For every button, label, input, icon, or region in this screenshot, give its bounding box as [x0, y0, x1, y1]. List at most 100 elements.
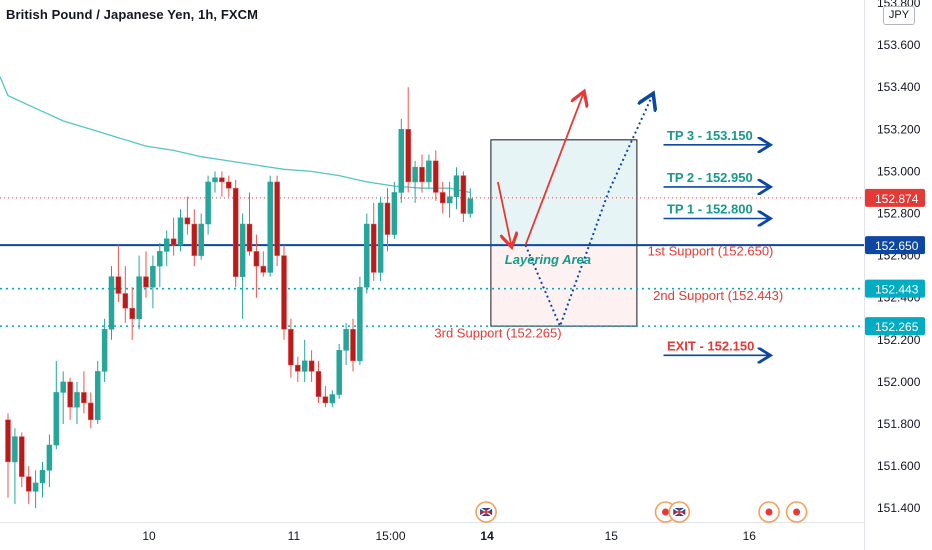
y-tick-label: 152.200	[877, 333, 921, 347]
tp2-label: TP 2 - 152.950	[667, 170, 753, 185]
candle-body	[74, 392, 80, 408]
risk-zone	[490, 244, 638, 327]
candle-body	[115, 276, 122, 294]
y-tick-label: 152.000	[877, 375, 921, 389]
event-dot	[765, 508, 773, 516]
candle-body	[88, 402, 94, 421]
event-dot	[662, 508, 669, 516]
candle-body	[398, 129, 405, 193]
candle-body	[315, 371, 322, 397]
y-tick-label: 152.800	[877, 207, 921, 221]
candle-body	[94, 371, 101, 421]
candle-body	[25, 476, 32, 492]
candle-body	[343, 329, 349, 351]
currency-button[interactable]: JPY	[883, 6, 915, 25]
candle-body	[163, 238, 170, 252]
candle-body	[439, 192, 446, 204]
candle-body	[370, 223, 377, 273]
entry-arrow	[497, 181, 512, 247]
candle-body	[267, 181, 273, 273]
y-tick-label: 153.800	[877, 0, 921, 10]
candle-body	[53, 392, 60, 446]
chart-title: British Pound / Japanese Yen, 1h, FXCM	[6, 7, 259, 22]
candle-body	[198, 223, 204, 256]
y-tick-label: 153.000	[877, 164, 921, 178]
support-1-label: 1st Support (152.650)	[648, 244, 774, 259]
candle-body	[46, 444, 53, 471]
price-badge	[865, 279, 925, 298]
candle-body	[232, 187, 239, 277]
candle-body	[143, 276, 149, 288]
candle-body	[184, 217, 191, 225]
candle-body	[12, 436, 18, 463]
support-3-label: 3rd Support (152.265)	[434, 326, 561, 341]
candle-body	[357, 286, 363, 362]
candle-body	[329, 394, 336, 404]
event-dot	[793, 508, 801, 516]
candle-body	[260, 265, 267, 273]
candle-body	[350, 329, 356, 362]
candle-body	[212, 177, 218, 183]
x-tick-label: 15	[605, 529, 619, 543]
candle-body	[322, 396, 329, 404]
candle-body	[219, 177, 225, 183]
candle-body	[253, 251, 260, 267]
price-badge-label: 152.874	[875, 192, 919, 206]
candle-body	[426, 160, 432, 183]
candle-body	[460, 175, 467, 214]
candle-body	[60, 381, 66, 393]
candle-body	[453, 175, 460, 197]
candle-body	[129, 307, 135, 320]
candle-body	[5, 419, 11, 463]
candle-body	[205, 181, 211, 225]
candle-body	[377, 202, 384, 273]
price-badge	[865, 236, 925, 255]
price-badge	[865, 188, 925, 207]
candle-body	[419, 166, 425, 183]
y-tick-label: 153.400	[877, 80, 921, 94]
candle-body	[67, 381, 73, 408]
price-axis	[864, 0, 932, 550]
candle-body	[301, 360, 308, 372]
candle-body	[467, 198, 474, 214]
candle-body	[19, 436, 25, 477]
price-badge-label: 152.265	[875, 320, 919, 334]
target-arrow	[524, 91, 585, 246]
candle-body	[308, 360, 315, 372]
x-tick-label: 16	[743, 529, 757, 543]
tp1-label: TP 1 - 152.800	[667, 202, 753, 217]
candle-body	[150, 265, 156, 288]
candle-body	[191, 223, 198, 256]
candle-body	[81, 392, 87, 404]
candle-body	[412, 166, 418, 183]
price-badge-label: 152.443	[875, 283, 919, 297]
candle-body	[336, 350, 342, 395]
candle-body	[239, 223, 246, 277]
y-tick-label: 151.600	[877, 459, 921, 473]
candle-body	[274, 181, 280, 256]
candle-body	[446, 196, 453, 204]
candle-body	[364, 223, 370, 288]
candle-body	[122, 293, 129, 309]
exit-label: EXIT - 152.150	[667, 338, 754, 353]
candle-body	[101, 329, 108, 372]
tp3-label: TP 3 - 153.150	[667, 128, 753, 143]
candle-body	[170, 238, 177, 246]
candle-body	[405, 129, 411, 183]
y-tick-label: 151.400	[877, 501, 921, 515]
x-tick-label: 15:00	[375, 529, 405, 543]
y-tick-label: 151.800	[877, 417, 921, 431]
candle-body	[391, 192, 398, 235]
candle-body	[108, 276, 115, 330]
candle-body	[433, 160, 439, 193]
candle-body	[246, 223, 253, 252]
price-badge-label: 152.650	[875, 239, 919, 253]
candle-body	[288, 329, 294, 366]
candle-body	[136, 276, 142, 319]
y-tick-label: 153.200	[877, 122, 921, 136]
y-tick-label: 153.600	[877, 38, 921, 52]
support-2-label: 2nd Support (152.443)	[653, 288, 783, 303]
candle-body	[295, 364, 301, 372]
x-tick-label: 10	[142, 529, 156, 543]
